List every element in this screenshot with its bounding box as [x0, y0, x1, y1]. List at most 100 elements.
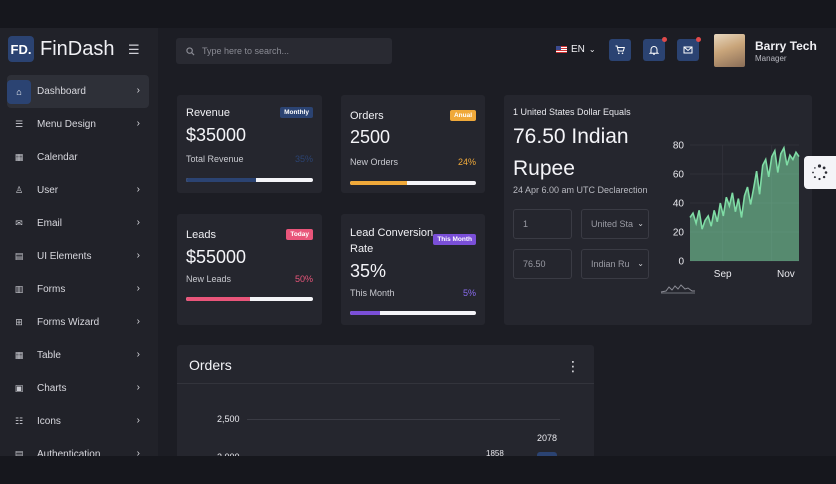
chevron-right-icon: ›	[136, 415, 140, 426]
mini-sparkline-icon	[660, 284, 695, 294]
user-name[interactable]: Barry Tech	[755, 39, 817, 53]
chevron-right-icon: ›	[136, 184, 140, 195]
sidebar-item-email[interactable]: ✉ Email ›	[7, 207, 149, 240]
top-header: EN ⌄ Barry Tech Manager	[158, 28, 836, 76]
sidebar-item-calendar[interactable]: ▦ Calendar	[7, 141, 149, 174]
mail-icon	[683, 46, 693, 54]
settings-tab[interactable]	[804, 156, 836, 189]
gridline	[247, 419, 560, 420]
chevron-right-icon: ›	[136, 349, 140, 360]
y-tick-label: 80	[673, 141, 685, 152]
notifications-button[interactable]	[643, 37, 667, 61]
revenue-card: Revenue Monthly $35000 Total Revenue 35%	[177, 95, 322, 193]
chevron-down-icon: ⌄	[637, 219, 644, 228]
progress-bar	[350, 311, 476, 315]
chevron-right-icon: ›	[136, 382, 140, 393]
rate-timestamp: 24 Apr 6.00 am UTC Declarection	[513, 185, 648, 195]
sidebar-item-ui-elements[interactable]: ▤ UI Elements ›	[7, 240, 149, 273]
amount-value: 76.50	[523, 259, 546, 269]
sidebar-item-icons[interactable]: ☷ Icons ›	[7, 405, 149, 438]
card-title: Revenue	[186, 107, 231, 119]
progress-fill	[186, 178, 256, 182]
x-tick-label: Nov	[777, 269, 795, 280]
leads-card: Leads Today $55000 New Leads 50%	[177, 214, 322, 325]
currency-select-from[interactable]: United Sta ⌄	[581, 209, 649, 239]
sidebar-item-user[interactable]: ♙ User ›	[7, 174, 149, 207]
more-options-icon[interactable]: ⋮	[566, 358, 580, 374]
status-badge: This Month	[433, 234, 476, 245]
card-value: 35%	[350, 261, 387, 281]
sidebar-item-label: Forms	[37, 284, 66, 295]
messages-button[interactable]	[677, 37, 701, 61]
cart-button[interactable]	[609, 39, 631, 61]
chart-icon: ▣	[14, 383, 24, 393]
y-tick-label: 40	[673, 199, 685, 210]
orders-chart-card: Orders ⋮ 2,500 2,000 1858 2078	[177, 345, 594, 465]
y-tick-label: 0	[678, 257, 684, 268]
orders-card: Orders Anual 2500 New Orders 24%	[341, 95, 485, 193]
menu-lines-icon: ☰	[14, 119, 24, 129]
sidebar-item-label: Table	[37, 350, 61, 361]
sidebar-item-authentication[interactable]: ▤ Authentication ›	[7, 438, 149, 471]
amount-input-usd[interactable]: 1	[513, 209, 572, 239]
data-label: 1858	[486, 449, 504, 458]
bottom-strip	[0, 456, 836, 484]
currency-heading: 1 United States Dollar Equals	[513, 107, 631, 117]
sidebar-item-forms[interactable]: ▥ Forms ›	[7, 273, 149, 306]
chevron-right-icon: ›	[136, 448, 140, 459]
card-title: Lead Conversion Rate	[350, 227, 434, 255]
language-label: EN	[571, 44, 585, 55]
message-dot	[696, 37, 701, 42]
sidebar-item-menu-design[interactable]: ☰ Menu Design ›	[7, 108, 149, 141]
progress-fill	[350, 311, 381, 315]
card-percent: 5%	[462, 288, 476, 298]
currency-select-to[interactable]: Indian Ru ⌄	[581, 249, 649, 279]
x-tick-label: Sep	[714, 269, 732, 280]
sidebar-item-label: Forms Wizard	[37, 317, 100, 328]
chevron-down-icon: ⌄	[637, 259, 644, 268]
sidebar-item-charts[interactable]: ▣ Charts ›	[7, 372, 149, 405]
status-badge: Today	[286, 229, 313, 240]
y-tick-label: 20	[673, 228, 685, 239]
amount-input-inr[interactable]: 76.50	[513, 249, 572, 279]
sidebar-item-label: Charts	[37, 383, 67, 394]
loading-spinner-icon	[812, 164, 828, 181]
top-strip	[0, 0, 836, 28]
series-line	[689, 145, 800, 230]
sidebar-nav: ⌂ Dashboard › ☰ Menu Design › ▦ Calendar ♙ User › ✉…	[7, 75, 149, 471]
brand-logo[interactable]: FD. FinDash	[8, 36, 114, 62]
card-percent: 35%	[294, 154, 313, 164]
data-label: 2078	[537, 433, 558, 443]
card-subtitle: Total Revenue	[186, 154, 244, 164]
chevron-down-icon: ⌄	[588, 45, 596, 54]
list-icon: ☷	[14, 416, 24, 426]
exchange-rate-chart: 80 60 40 20 0 Sep Nov	[673, 141, 800, 280]
notification-dot	[662, 37, 667, 42]
language-selector[interactable]: EN ⌄	[556, 44, 596, 55]
sidebar-item-table[interactable]: ▦ Table ›	[7, 339, 149, 372]
sidebar: FD. FinDash ☰ ⌂ Dashboard › ☰ Menu Design › ▦ C…	[0, 28, 158, 460]
search-input[interactable]	[202, 46, 372, 56]
progress-bar	[350, 181, 476, 185]
orders-chart-title: Orders	[189, 357, 232, 373]
sidebar-item-label: User	[37, 185, 59, 196]
card-title: Leads	[186, 229, 216, 241]
sidebar-item-label: Calendar	[37, 152, 78, 163]
card-subtitle: New Orders	[350, 157, 399, 167]
cart-icon	[615, 45, 625, 55]
ui-elements-icon: ▤	[14, 251, 24, 261]
brand-name: FinDash	[40, 37, 115, 60]
hamburger-icon[interactable]: ☰	[128, 42, 140, 57]
avatar[interactable]	[714, 34, 745, 67]
chevron-right-icon: ›	[136, 316, 140, 327]
sidebar-item-dashboard[interactable]: ⌂ Dashboard ›	[7, 75, 149, 108]
chevron-right-icon: ›	[136, 283, 140, 294]
card-title: Orders	[350, 110, 384, 122]
progress-fill	[186, 297, 250, 301]
sidebar-item-forms-wizard[interactable]: ⊞ Forms Wizard ›	[7, 306, 149, 339]
divider	[177, 383, 594, 384]
search-box[interactable]	[176, 38, 392, 64]
bell-icon	[649, 46, 659, 55]
sidebar-item-label: Menu Design	[37, 119, 96, 130]
card-percent: 24%	[457, 157, 476, 167]
